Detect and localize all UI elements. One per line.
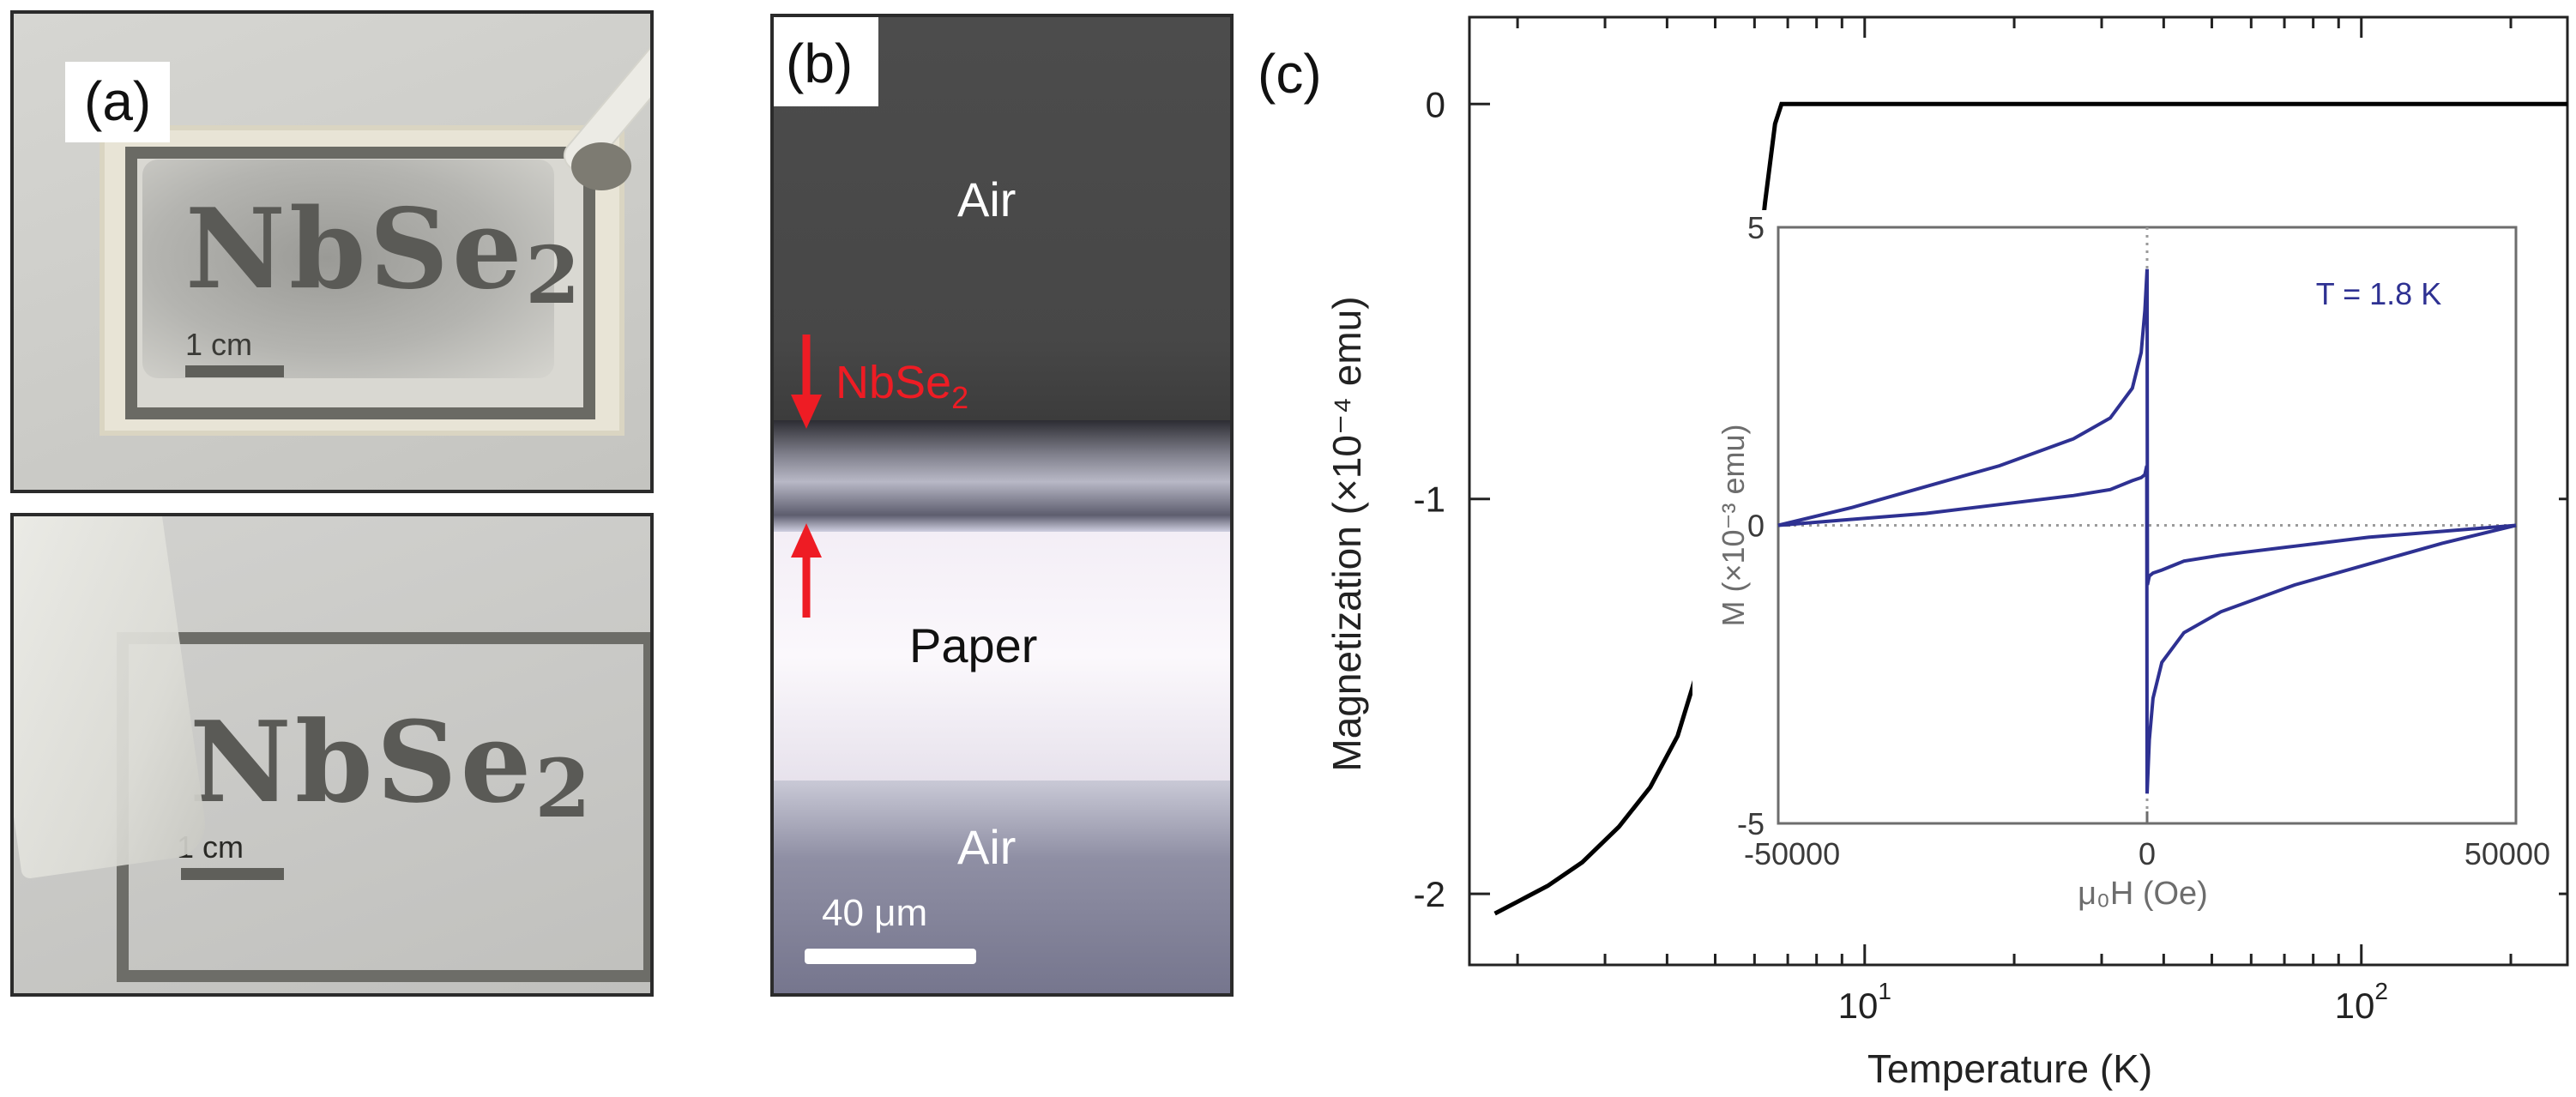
panel-c-label: (c) xyxy=(1249,34,1330,113)
panel-b-label: (b) xyxy=(774,17,879,106)
inset-y-axis-title: M (×10⁻³ emu) xyxy=(1716,424,1751,626)
x-tick-exponent: 1 xyxy=(1878,978,1891,1004)
panel-a-top-photo: NbSe2 1 cm (a) xyxy=(10,10,654,493)
inset-x-tick-label: 0 xyxy=(2139,836,2156,871)
label-paper: Paper xyxy=(909,618,1038,672)
inset-x-tick-label: -50000 xyxy=(1744,836,1840,871)
swab-tip xyxy=(571,142,631,190)
panel-b-micrograph: Air NbSe2 Paper Air 40 μm (b) xyxy=(770,14,1234,997)
scale-label-top: 1 cm xyxy=(185,327,253,362)
inset-temperature-annotation: T = 1.8 K xyxy=(2316,276,2441,311)
inset-series-line xyxy=(1777,268,2517,586)
scale-bar-bottom xyxy=(181,868,284,880)
scale-label-40um: 40 μm xyxy=(822,892,928,934)
inset-x-tick-label: 50000 xyxy=(2464,836,2550,871)
main-series-line xyxy=(1493,101,2567,916)
inset-y-tick-label: 0 xyxy=(1747,509,1765,544)
y-tick-label: -1 xyxy=(1414,479,1445,520)
y-axis-title: Magnetization (×10⁻⁴ emu) xyxy=(1324,296,1369,771)
inset-y-tick-label: 5 xyxy=(1747,210,1765,245)
stencil-subscript: 2 xyxy=(525,229,584,322)
inset-x-axis-title: μ₀H (Oe) xyxy=(2078,876,2208,912)
panel-a-label: (a) xyxy=(65,62,171,142)
arrow-down-icon xyxy=(791,335,822,429)
x-tick-exponent: 2 xyxy=(2374,978,2388,1004)
inset-y-tick-label: -5 xyxy=(1737,806,1765,841)
stencil-nbse2-bottom: NbSe2 xyxy=(190,696,594,836)
label-nbse2-sub: 2 xyxy=(951,379,969,415)
ink-smear xyxy=(142,160,554,378)
x-tick-label: 101 xyxy=(1838,978,1891,1026)
nbse2-layer xyxy=(774,420,1230,532)
panel-a-bottom-photo: NbSe2 1 cm xyxy=(10,513,654,997)
inset-hysteresis-chart: -50000 0 50000 5 0 -5 μ₀H (Oe) M (×10⁻³ emu) T =… xyxy=(1692,210,2559,918)
arrow-up-icon xyxy=(791,523,822,618)
x-tick-label: 102 xyxy=(2335,978,2388,1026)
label-air-top: Air xyxy=(957,172,1017,226)
x-axis-title: Temperature (K) xyxy=(1867,1046,2152,1091)
main-plot-frame xyxy=(1468,15,2569,967)
scale-bar-40um xyxy=(805,949,976,964)
label-nbse2: NbSe2 xyxy=(836,356,968,416)
inset-series-line xyxy=(1777,465,2517,794)
paper-region xyxy=(774,532,1230,781)
arrow-markers xyxy=(791,335,822,618)
stencil-subscript: 2 xyxy=(534,742,594,836)
stencil-nbse2-top: NbSe2 xyxy=(185,185,583,322)
stencil-main-text: NbSe xyxy=(185,185,526,314)
inset-background xyxy=(1692,210,2559,918)
label-air-bottom: Air xyxy=(957,820,1017,874)
label-nbse2-main: NbSe xyxy=(836,357,952,408)
y-tick-label: -2 xyxy=(1414,874,1445,914)
stencil-main-text: NbSe xyxy=(190,696,535,828)
y-tick-label: 0 xyxy=(1426,84,1445,124)
peeled-stencil-sheet xyxy=(14,516,210,880)
scale-bar-top xyxy=(185,365,284,377)
